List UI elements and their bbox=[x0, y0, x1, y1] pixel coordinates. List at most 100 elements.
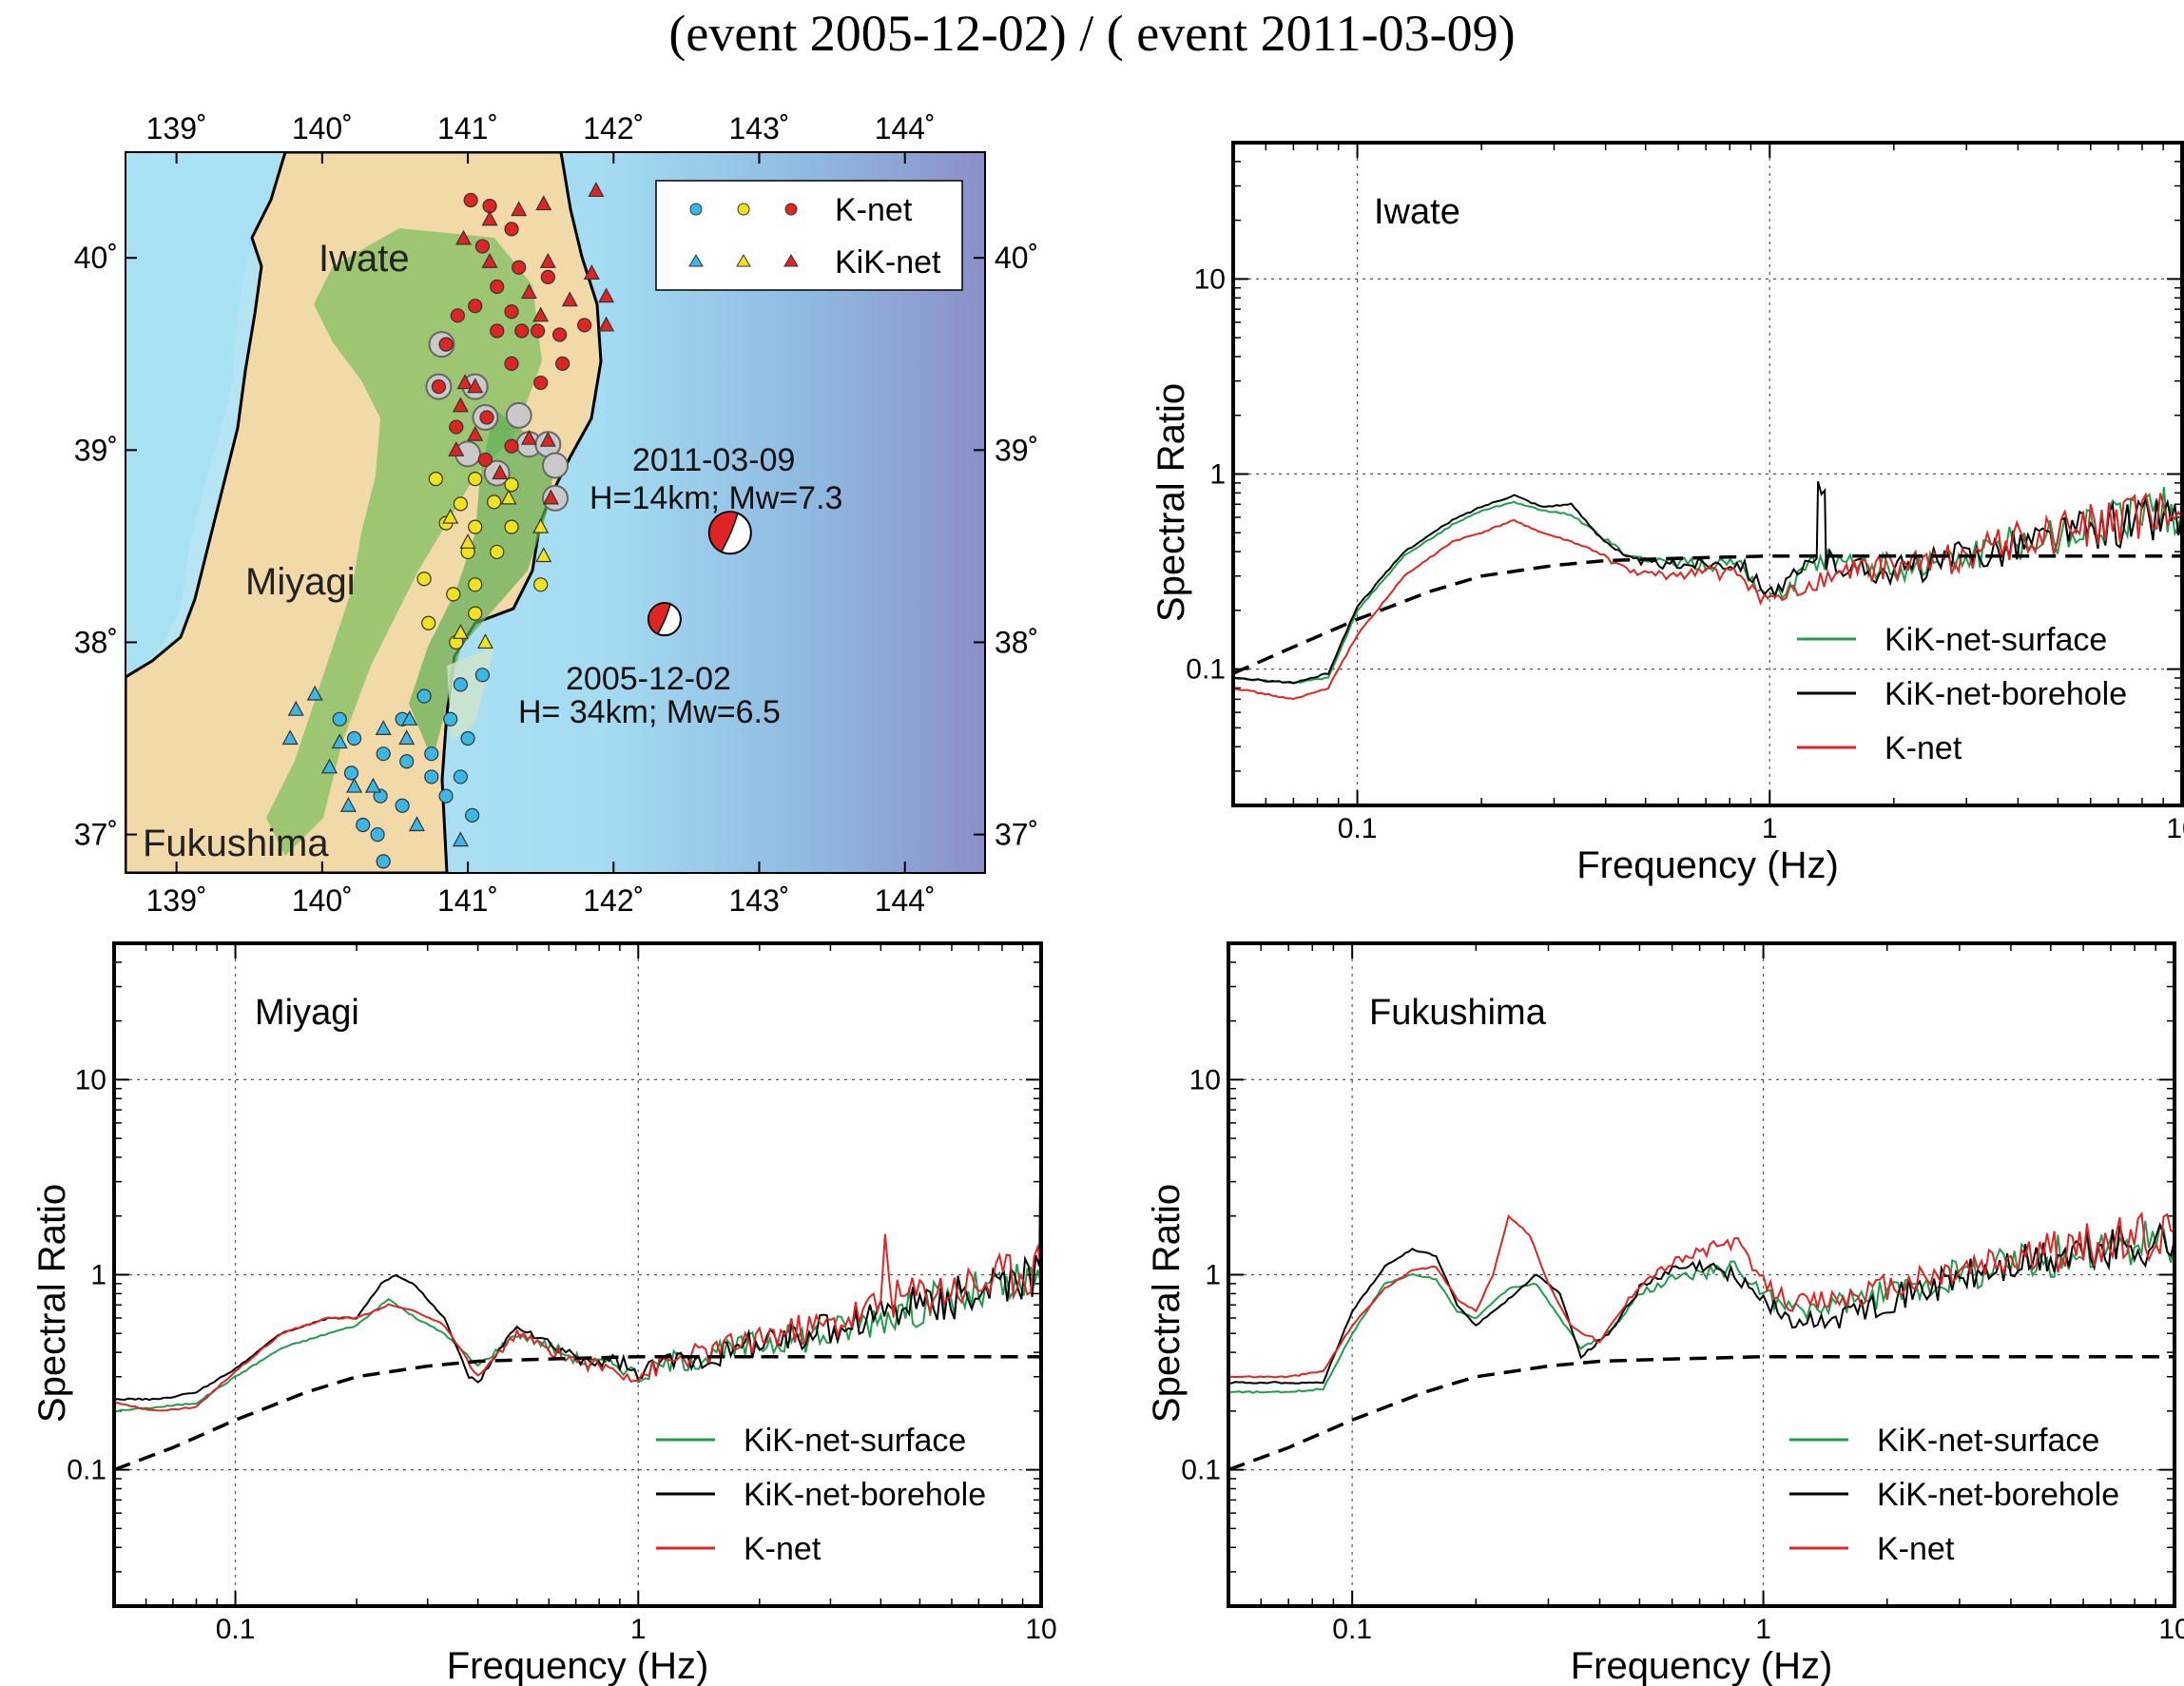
region-label-iwate: Iwate bbox=[319, 238, 410, 280]
knet-station-miyagi bbox=[504, 477, 519, 493]
kiknet-station-iwate bbox=[583, 264, 600, 280]
y-tick-label: 0.1 bbox=[67, 1455, 106, 1486]
legend-knet-miyagi-marker bbox=[737, 203, 750, 216]
plot-frame bbox=[112, 941, 1043, 1608]
y-axis-label: Spectral Ratio bbox=[31, 1184, 73, 1423]
knet-station-iwate bbox=[479, 410, 494, 425]
series-line-k-net bbox=[1233, 492, 2182, 701]
map-lat-label-right: 40˚ bbox=[995, 241, 1038, 275]
kiknet-station-fukushima bbox=[321, 758, 338, 774]
legend-knet-fukushima-marker bbox=[689, 203, 703, 216]
legend-label: KiK-net-borehole bbox=[1884, 676, 2127, 712]
legend-label: KiK-net-surface bbox=[744, 1423, 966, 1459]
knet-station-fukushima bbox=[460, 730, 475, 746]
knet-station-iwate bbox=[533, 375, 549, 391]
knet-station-iwate bbox=[449, 419, 464, 435]
knet-station-fukushima bbox=[424, 746, 439, 762]
y-tick-label: 10 bbox=[75, 1064, 106, 1095]
map-lon-label-bottom: 142˚ bbox=[583, 883, 644, 918]
knet-station-fukushima bbox=[346, 730, 362, 746]
kiknet-station-iwate bbox=[598, 316, 615, 332]
kiknet-station-fukushima bbox=[375, 720, 392, 736]
knet-station-miyagi bbox=[468, 472, 483, 487]
series-line-k-net bbox=[114, 1233, 1041, 1412]
reference-dashed-curve bbox=[1228, 1354, 2174, 1472]
knet-station-fukushima bbox=[373, 788, 388, 804]
map-legend: K-net KiK-net bbox=[655, 180, 963, 291]
event-2011-info: H=14km; Mw=7.3 bbox=[589, 480, 842, 516]
x-tick-label: 1 bbox=[1762, 813, 1778, 844]
map-frame bbox=[125, 151, 986, 874]
knet-station-fukushima bbox=[465, 807, 480, 823]
kiknet-station-iwate bbox=[452, 397, 469, 413]
knet-station-miyagi bbox=[504, 519, 519, 534]
knet-station-iwate bbox=[514, 323, 530, 339]
map-lon-label-top: 139˚ bbox=[146, 111, 207, 145]
knet-station-iwate bbox=[450, 308, 465, 323]
knet-station-iwate bbox=[474, 239, 490, 254]
event-2011-date: 2011-03-09 bbox=[632, 442, 795, 478]
kiknet-station-iwate bbox=[448, 441, 465, 456]
series-line-kik-net-surface bbox=[1228, 1220, 2174, 1394]
kiknet-station-fukushima bbox=[287, 700, 304, 716]
kiknet-station-miyagi bbox=[500, 489, 517, 505]
knet-station-iwate bbox=[555, 356, 570, 371]
knet-station-iwate bbox=[468, 299, 483, 314]
kiknet-station-fukushima bbox=[408, 816, 425, 832]
knet-station-fukushima bbox=[399, 754, 415, 769]
miyagi-spectral-chart: 0.1 1 10 0.1 1 10 Miyagi Frequency (Hz) Spectral… bbox=[31, 941, 1057, 1686]
kiknet-station-fukushima bbox=[401, 710, 418, 726]
reference-dashed-curve bbox=[114, 1354, 1041, 1472]
y-axis-label: Spectral Ratio bbox=[1150, 383, 1192, 622]
map-lon-label-bottom: 140˚ bbox=[292, 883, 353, 918]
legend-label: KiK-net-borehole bbox=[1877, 1477, 2119, 1513]
legend-knet-label: K-net bbox=[835, 192, 913, 228]
kiknet-station-iwate bbox=[481, 210, 498, 226]
knet-station-miyagi bbox=[533, 577, 549, 592]
event-2005-info: H= 34km; Mw=6.5 bbox=[518, 694, 781, 730]
panel-region-title: Fukushima bbox=[1369, 993, 1547, 1033]
knet-station-iwate bbox=[504, 356, 519, 371]
y-tick-label: 0.1 bbox=[1186, 654, 1226, 686]
panel-region-title: Iwate bbox=[1374, 192, 1460, 232]
kiknet-station-miyagi bbox=[532, 517, 550, 533]
focal-mechanism-beachball bbox=[707, 511, 752, 555]
knet-station-fukushima bbox=[376, 854, 391, 869]
japan-sea-coast bbox=[126, 152, 295, 677]
knet-station-miyagi bbox=[487, 494, 502, 510]
knet-station-iwate bbox=[490, 279, 505, 295]
y-tick-label: 1 bbox=[1205, 1260, 1221, 1291]
y-tick-label: 10 bbox=[1189, 1064, 1221, 1095]
reference-dashed-curve bbox=[1233, 553, 2182, 675]
map-lon-label-bottom: 143˚ bbox=[728, 883, 789, 918]
knet-station-iwate bbox=[504, 438, 519, 454]
knet-station-miyagi bbox=[468, 577, 483, 592]
knet-station-fukushima bbox=[438, 788, 454, 804]
map-lat-label-right: 38˚ bbox=[995, 625, 1038, 659]
kiknet-station-iwate bbox=[598, 287, 615, 303]
map-lon-label-top: 144˚ bbox=[875, 111, 936, 145]
knet-station-fukushima bbox=[453, 677, 469, 692]
map-lon-label-top: 140˚ bbox=[292, 111, 353, 145]
x-tick-label: 1 bbox=[1755, 1614, 1771, 1645]
knet-station-iwate bbox=[504, 222, 519, 237]
kiknet-station-fukushima bbox=[306, 685, 323, 701]
kiknet-station-iwate bbox=[467, 378, 484, 394]
map-lon-label-top: 141˚ bbox=[437, 111, 498, 145]
kiknet-station-fukushima bbox=[281, 729, 299, 746]
fukushima-spectral-chart: 0.1 1 10 0.1 1 10 Fukushima Frequency (Hz) Spect… bbox=[1146, 941, 2184, 1686]
knet-station-fukushima bbox=[332, 711, 347, 727]
map-lon-label-bottom: 139˚ bbox=[146, 883, 207, 918]
coastal-lowland bbox=[409, 409, 556, 761]
series-line-kik-net-surface bbox=[1233, 487, 2182, 685]
knet-station-miyagi bbox=[421, 615, 436, 630]
knet-station-miyagi bbox=[468, 606, 483, 621]
knet-station-fukushima bbox=[395, 798, 410, 813]
x-tick-label: 10 bbox=[2158, 1614, 2184, 1645]
map-lat-label-left: 37˚ bbox=[74, 818, 118, 852]
knet-station-fukushima bbox=[424, 769, 439, 785]
legend-label: K-net bbox=[1884, 730, 1962, 766]
series-line-k-net bbox=[1228, 1211, 2174, 1379]
selected-station-ring bbox=[542, 452, 569, 479]
kiknet-station-miyagi bbox=[442, 508, 459, 524]
